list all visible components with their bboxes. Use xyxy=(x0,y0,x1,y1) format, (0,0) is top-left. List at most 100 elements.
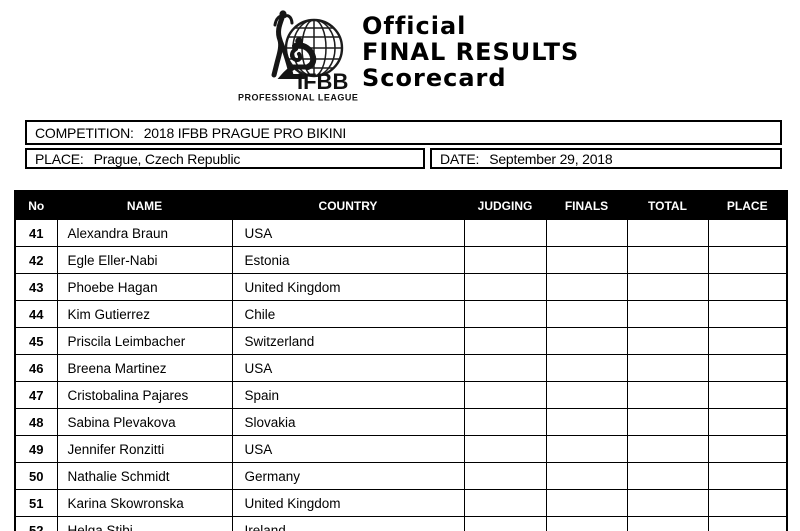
cell-country: United Kingdom xyxy=(231,273,465,301)
column-header-no: No xyxy=(14,190,58,220)
cell-judging xyxy=(463,435,547,463)
cell-no: 46 xyxy=(14,354,58,382)
cell-no: 42 xyxy=(14,246,58,274)
cell-place xyxy=(707,273,788,301)
cell-no: 51 xyxy=(14,489,58,517)
cell-judging xyxy=(463,300,547,328)
column-header-finals: FINALS xyxy=(545,190,628,220)
cell-finals xyxy=(545,219,628,247)
cell-judging xyxy=(463,327,547,355)
cell-place xyxy=(707,435,788,463)
cell-place xyxy=(707,462,788,490)
cell-total xyxy=(626,462,709,490)
cell-finals xyxy=(545,273,628,301)
ifbb-logo-graphic: IFBB PROFESSIONAL LEAGUE xyxy=(238,10,358,103)
title-line-3: Scorecard xyxy=(362,64,507,92)
ifbb-logo: IFBB PROFESSIONAL LEAGUE xyxy=(236,4,358,104)
cell-total xyxy=(626,408,709,436)
cell-total xyxy=(626,246,709,274)
cell-country: USA xyxy=(231,435,465,463)
cell-name: Nathalie Schmidt xyxy=(56,462,233,490)
cell-country: Estonia xyxy=(231,246,465,274)
results-table: No NAME COUNTRY JUDGING FINALS TOTAL PLA… xyxy=(14,190,788,531)
date-value: September 29, 2018 xyxy=(489,150,613,167)
table-row: 52 Helga Stibi Ireland xyxy=(14,516,788,531)
cell-country: USA xyxy=(231,219,465,247)
column-header-total: TOTAL xyxy=(626,190,709,220)
column-header-country: COUNTRY xyxy=(231,190,465,220)
cell-finals xyxy=(545,354,628,382)
table-row: 46 Breena Martinez USA xyxy=(14,354,788,382)
cell-total xyxy=(626,381,709,409)
cell-total xyxy=(626,300,709,328)
cell-country: Slovakia xyxy=(231,408,465,436)
cell-place xyxy=(707,489,788,517)
cell-name: Cristobalina Pajares xyxy=(56,381,233,409)
results-body: 41 Alexandra Braun USA 42 Egle Eller-Nabi Est… xyxy=(14,219,788,531)
date-box: DATE: September 29, 2018 xyxy=(430,148,782,169)
table-row: 50 Nathalie Schmidt Germany xyxy=(14,462,788,490)
logo-org-text: IFBB xyxy=(297,69,348,94)
cell-name: Helga Stibi xyxy=(56,516,233,531)
cell-no: 50 xyxy=(14,462,58,490)
cell-country: Ireland xyxy=(231,516,465,531)
competition-box: COMPETITION: 2018 IFBB PRAGUE PRO BIKINI xyxy=(25,120,782,145)
place-label: PLACE: xyxy=(35,150,84,167)
table-row: 47 Cristobalina Pajares Spain xyxy=(14,381,788,409)
cell-judging xyxy=(463,462,547,490)
table-row: 48 Sabina Plevakova Slovakia xyxy=(14,408,788,436)
cell-place xyxy=(707,516,788,531)
column-header-name: NAME xyxy=(56,190,233,220)
cell-finals xyxy=(545,327,628,355)
cell-place xyxy=(707,354,788,382)
cell-place xyxy=(707,381,788,409)
cell-place xyxy=(707,246,788,274)
cell-total xyxy=(626,219,709,247)
cell-name: Breena Martinez xyxy=(56,354,233,382)
cell-place xyxy=(707,300,788,328)
athlete-figures-icon xyxy=(271,10,317,79)
cell-name: Phoebe Hagan xyxy=(56,273,233,301)
cell-place xyxy=(707,219,788,247)
competition-label: COMPETITION: xyxy=(35,124,134,141)
table-row: 41 Alexandra Braun USA xyxy=(14,219,788,247)
competition-value: 2018 IFBB PRAGUE PRO BIKINI xyxy=(143,124,347,141)
cell-no: 52 xyxy=(14,516,58,531)
cell-country: USA xyxy=(231,354,465,382)
cell-name: Alexandra Braun xyxy=(56,219,233,247)
cell-judging xyxy=(463,219,547,247)
cell-no: 48 xyxy=(14,408,58,436)
cell-total xyxy=(626,327,709,355)
cell-judging xyxy=(463,354,547,382)
table-row: 42 Egle Eller-Nabi Estonia xyxy=(14,246,788,274)
cell-finals xyxy=(545,246,628,274)
cell-finals xyxy=(545,435,628,463)
cell-no: 43 xyxy=(14,273,58,301)
cell-no: 44 xyxy=(14,300,58,328)
cell-finals xyxy=(545,489,628,517)
cell-judging xyxy=(463,246,547,274)
cell-no: 41 xyxy=(14,219,58,247)
cell-no: 49 xyxy=(14,435,58,463)
cell-total xyxy=(626,354,709,382)
cell-finals xyxy=(545,300,628,328)
table-row: 45 Priscila Leimbacher Switzerland xyxy=(14,327,788,355)
cell-finals xyxy=(545,381,628,409)
cell-name: Egle Eller-Nabi xyxy=(56,246,233,274)
column-header-judging: JUDGING xyxy=(463,190,547,220)
cell-country: United Kingdom xyxy=(231,489,465,517)
cell-judging xyxy=(463,489,547,517)
cell-judging xyxy=(463,408,547,436)
cell-name: Kim Gutierrez xyxy=(56,300,233,328)
cell-finals xyxy=(545,462,628,490)
cell-finals xyxy=(545,516,628,531)
cell-country: Chile xyxy=(231,300,465,328)
cell-name: Priscila Leimbacher xyxy=(56,327,233,355)
document-title: Official FINAL RESULTS Scorecard xyxy=(362,13,579,91)
cell-judging xyxy=(463,516,547,531)
table-row: 49 Jennifer Ronzitti USA xyxy=(14,435,788,463)
table-header-row: No NAME COUNTRY JUDGING FINALS TOTAL PLA… xyxy=(14,190,788,220)
cell-total xyxy=(626,273,709,301)
place-value: Prague, Czech Republic xyxy=(93,150,241,167)
